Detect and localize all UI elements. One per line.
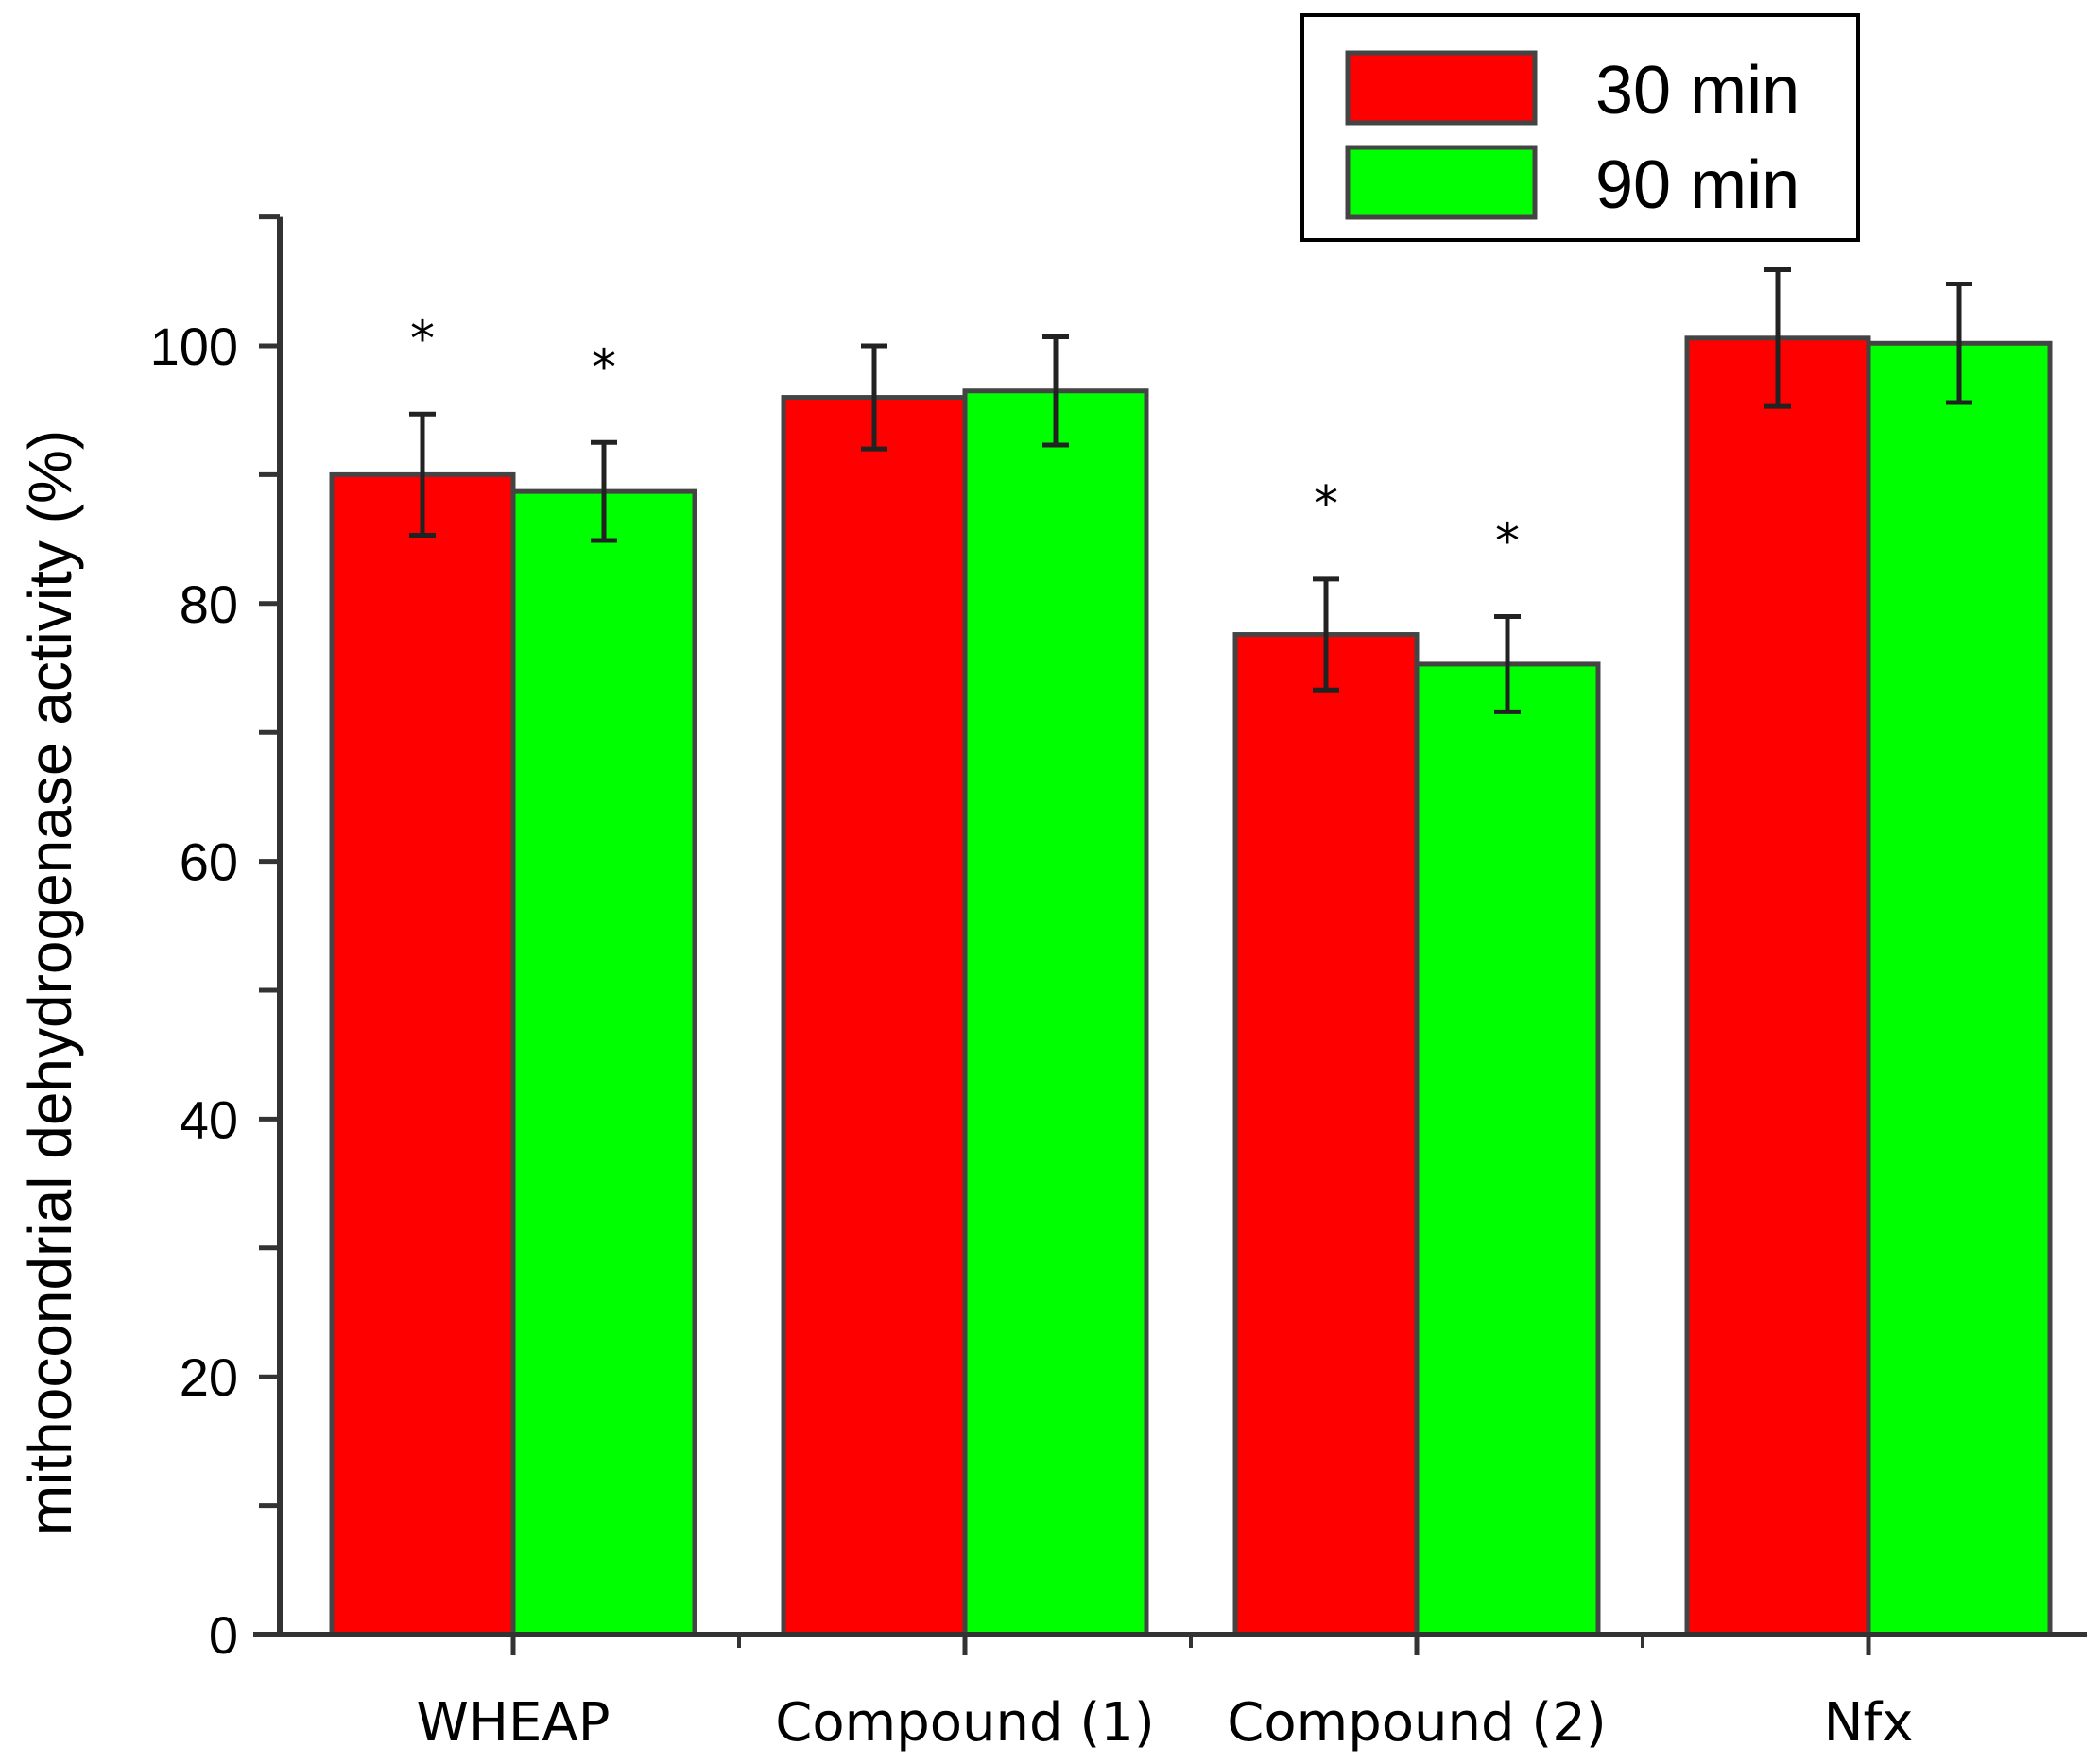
bar-90-min-wheap (510, 488, 697, 1637)
bar-30-min-nfx (1684, 335, 1871, 1637)
significance-star: * (1495, 513, 1520, 570)
bar-90-min-nfx (1866, 340, 2053, 1637)
y-tick-label: 0 (209, 1605, 238, 1665)
legend-swatch-90min (1345, 145, 1538, 220)
legend-label-90min: 90 min (1595, 147, 1799, 223)
y-ticks-layer: 0 20 40 60 80 100 (150, 214, 280, 1665)
bar-30-min-compound-2- (1232, 632, 1420, 1637)
significance-star: * (410, 311, 435, 368)
error-bars-layer (409, 267, 1972, 714)
bar-90-min-compound-1- (962, 388, 1149, 1637)
y-tick-label: 40 (180, 1089, 238, 1149)
y-tick-label: 80 (180, 574, 238, 634)
legend-swatch-30min (1345, 50, 1538, 126)
axes-layer (253, 216, 2087, 1637)
y-tick-label: 100 (150, 317, 238, 376)
bar-90-min-compound-2- (1414, 661, 1601, 1637)
bar-30-min-wheap (329, 471, 516, 1637)
y-axis-title: mithocondrial dehydrogenase activity (%) (16, 430, 84, 1535)
significance-markers-layer: * * * * (410, 311, 1520, 570)
x-category-label: WHEAP (417, 1692, 611, 1754)
legend: 30 min 90 min (1300, 13, 1860, 242)
x-category-label: Nfx (1824, 1692, 1914, 1754)
x-category-labels-layer: WHEAP Compound (1) Compound (2) Nfx (417, 1635, 1914, 1754)
y-tick-label: 60 (180, 832, 238, 892)
x-category-label: Compound (1) (775, 1692, 1154, 1754)
y-tick-label: 20 (180, 1347, 238, 1407)
significance-star: * (592, 339, 616, 396)
significance-star: * (1314, 476, 1338, 533)
bars-layer (329, 335, 2053, 1637)
x-category-label: Compound (2) (1227, 1692, 1606, 1754)
bar-30-min-compound-1- (781, 395, 968, 1637)
legend-label-30min: 30 min (1595, 53, 1799, 128)
